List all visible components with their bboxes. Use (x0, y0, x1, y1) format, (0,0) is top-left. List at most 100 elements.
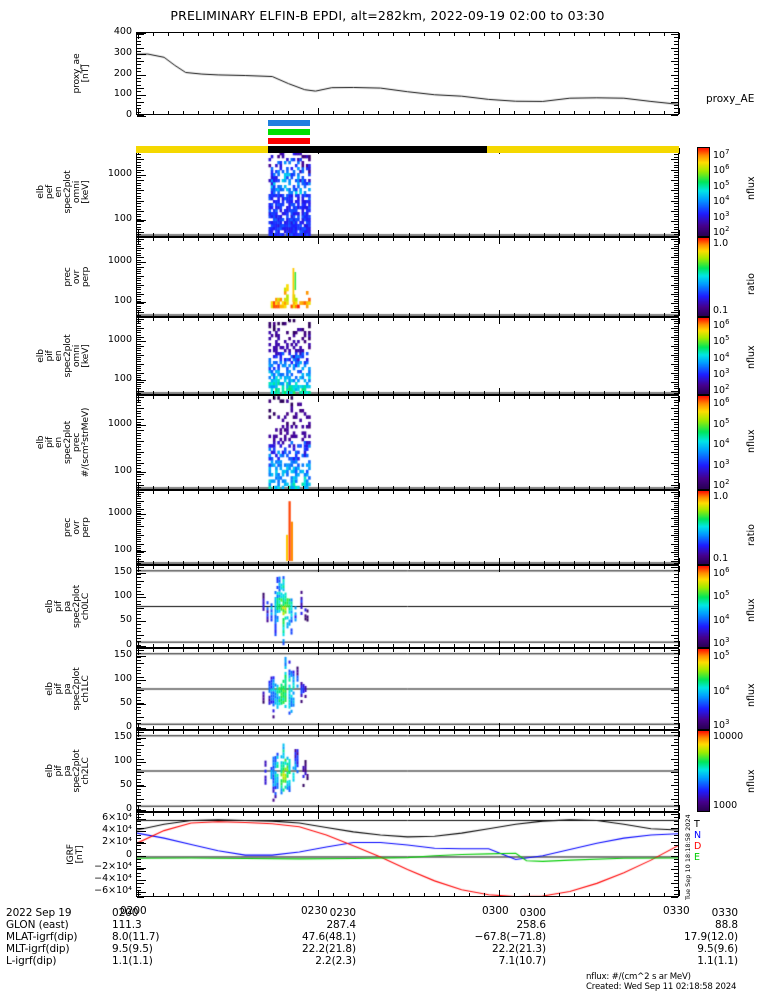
time-tick-2: 0300 (482, 905, 509, 917)
colorbar-tick-pef_en_omni-2: 105 (713, 178, 730, 192)
colorbar-prec_ovr_perp_2 (697, 490, 710, 565)
axis-label-pif_pa_ch0LC-4: ch0LC (80, 592, 91, 621)
ytick-pif_en_prec-1: 1000 (107, 417, 132, 429)
ytick-pif_pa_ch2LC-1: 50 (119, 778, 132, 790)
ytick-prec_ovr_perp_1-0: 100 (113, 295, 132, 306)
colorbar-unit-pif_pa_ch1LC: nflux (746, 683, 757, 707)
colorbar-tick-pif_pa_ch0LC-0: 106 (713, 566, 730, 580)
colorbar-pif_en_prec-gradient (698, 396, 709, 489)
ytick-pif_pa_ch2LC-0: 0 (125, 802, 132, 814)
axis-label-pif_en_omni-5: [keV] (80, 344, 91, 368)
ytick-proxy_ae-0: 0 (125, 109, 132, 120)
colorbar-pef_en_omni-gradient (698, 148, 709, 236)
colorbar-unit-pif_pa_ch2LC: nflux (746, 769, 757, 793)
axis-label-pef_en_omni-5: [keV] (80, 180, 91, 204)
colorbar-tick-pif_en_omni-0: 106 (713, 318, 730, 332)
footer-cell-2-l: 7.1(10.7) (498, 955, 546, 967)
colorbar-tick-pif_en_prec-0: 106 (713, 396, 730, 410)
ytick-proxy_ae-1: 100 (113, 88, 132, 100)
footer-cell-3-glon: 88.8 (715, 919, 738, 931)
panel-prec_ovr_perp_2 (136, 490, 680, 566)
ytick-pif_pa_ch1LC-0: 0 (125, 720, 132, 732)
colorbar-tick-pif_en_omni-2: 104 (713, 350, 730, 364)
ytick-prec_ovr_perp_2-0: 100 (113, 544, 132, 555)
footer-nflux-note: nflux: #/(cm^2 s ar MeV) (586, 972, 691, 982)
axis-label-prec_ovr_perp_2-2: perp (80, 517, 91, 538)
ytick-igrf-0: 6×10⁴ (102, 812, 132, 824)
colorbar-tick-pif_pa_ch2LC-1: 1000 (713, 800, 738, 811)
colorbar-tick-pif_en_omni-1: 105 (713, 334, 730, 348)
ytick-igrf-3: 0 (125, 848, 132, 860)
colorbar-pif_en_prec (697, 395, 710, 490)
ytick-pif_pa_ch2LC-3: 150 (113, 730, 132, 742)
colorbar-unit-prec_ovr_perp_2: ratio (746, 523, 757, 546)
ytick-proxy_ae-2: 200 (113, 67, 132, 79)
colorbar-prec_ovr_perp_1 (697, 237, 710, 317)
colorbar-unit-pef_en_omni: nflux (746, 175, 757, 200)
colorbar-pef_en_omni (697, 147, 710, 237)
colorbar-tick-pef_en_omni-3: 104 (713, 194, 730, 208)
footer-row-label-4: L-igrf(dip) (6, 955, 57, 967)
panel-prec_ovr_perp_1 (136, 237, 680, 318)
footer-cell-3-l: 1.1(1.1) (697, 955, 738, 967)
footer-cell-0-mlat: 8.0(11.7) (112, 931, 160, 943)
colorbar-tick-prec_ovr_perp_2-0: 1.0 (713, 491, 729, 502)
footer-cell-2-mlat: −67.8(−71.8) (474, 931, 546, 943)
colorbar-pif_en_omni-gradient (698, 318, 709, 394)
footer-cell-3-mlt: 9.5(9.6) (697, 943, 738, 955)
proxy-ae-right-label: proxy_AE (706, 93, 755, 105)
status-bar-segment-1 (268, 146, 487, 153)
time-tick-3: 0330 (663, 905, 690, 917)
colorbar-tick-prec_ovr_perp_1-0: 1.0 (713, 238, 729, 249)
ytick-pif_pa_ch1LC-1: 50 (119, 696, 132, 708)
colorbar-tick-pif_pa_ch0LC-1: 105 (713, 589, 730, 603)
ytick-pef_en_omni-1: 1000 (107, 168, 132, 179)
axis-label-pif_en_prec-5: #/(scm²strMeV) (80, 407, 91, 478)
colorbar-unit-pif_en_prec: nflux (746, 429, 757, 454)
footer-cell-1-glon: 287.4 (326, 919, 356, 931)
colorbar-pif_pa_ch2LC (697, 730, 710, 812)
ytick-pif_pa_ch0LC-2: 100 (113, 589, 132, 601)
colorbar-tick-pef_en_omni-4: 103 (713, 209, 730, 223)
colorbar-pif_pa_ch0LC (697, 565, 710, 648)
panel-pef_en_omni-canvas (137, 148, 678, 236)
colorbar-unit-pif_pa_ch0LC: nflux (746, 598, 757, 622)
panel-pif_pa_ch2LC (136, 730, 680, 813)
footer-cell-0-time: 0200 (112, 907, 139, 919)
colorbar-tick-pif_en_prec-4: 102 (713, 478, 730, 492)
panel-prec_ovr_perp_2-canvas (137, 491, 678, 564)
ytick-prec_ovr_perp_2-1: 1000 (107, 506, 132, 518)
footer-cell-1-time: 0230 (329, 907, 356, 919)
axis-label-prec_ovr_perp_1-2: perp (80, 266, 91, 288)
ytick-pif_pa_ch0LC-1: 50 (119, 614, 132, 626)
panel-pif_pa_ch1LC-canvas (137, 649, 678, 729)
colorbar-tick-pef_en_omni-0: 107 (713, 148, 730, 162)
ytick-prec_ovr_perp_1-1: 1000 (107, 255, 132, 266)
panel-pif_pa_ch2LC-canvas (137, 731, 678, 811)
footer-cell-2-time: 0300 (519, 907, 546, 919)
ytick-pif_pa_ch1LC-2: 100 (113, 672, 132, 684)
marker-bar-0 (268, 120, 310, 126)
footer-created: Created: Wed Sep 11 02:18:58 2024 (586, 982, 737, 992)
footer-row-label-0: 2022 Sep 19 (6, 907, 72, 919)
axis-label-proxy_ae-1: [nT] (80, 64, 91, 83)
footer-cell-0-glon: 111.3 (112, 919, 142, 931)
panel-proxy_ae (136, 32, 680, 117)
footer-cell-0-l: 1.1(1.1) (112, 955, 153, 967)
ytick-proxy_ae-4: 400 (113, 26, 132, 37)
footer-cell-2-glon: 258.6 (516, 919, 546, 931)
colorbar-pif_pa_ch1LC (697, 648, 710, 730)
panel-pif_pa_ch0LC (136, 565, 680, 649)
footer-row-label-2: MLAT-igrf(dip) (6, 931, 78, 943)
panel-igrf (136, 812, 680, 898)
footer-row-label-3: MLT-igrf(dip) (6, 943, 70, 955)
panel-pef_en_omni (136, 147, 680, 238)
ytick-pif_pa_ch2LC-2: 100 (113, 754, 132, 766)
colorbar-unit-pif_en_omni: nflux (746, 344, 757, 369)
colorbar-unit-prec_ovr_perp_1: ratio (746, 273, 757, 295)
colorbar-tick-pif_pa_ch1LC-0: 105 (713, 649, 730, 663)
axis-label-pif_pa_ch2LC-4: ch2LC (80, 757, 91, 785)
colorbar-tick-pif_pa_ch2LC-0: 10000 (713, 731, 744, 742)
axis-label-igrf-1: [nT] (74, 845, 85, 864)
colorbar-tick-pef_en_omni-5: 102 (713, 225, 730, 239)
